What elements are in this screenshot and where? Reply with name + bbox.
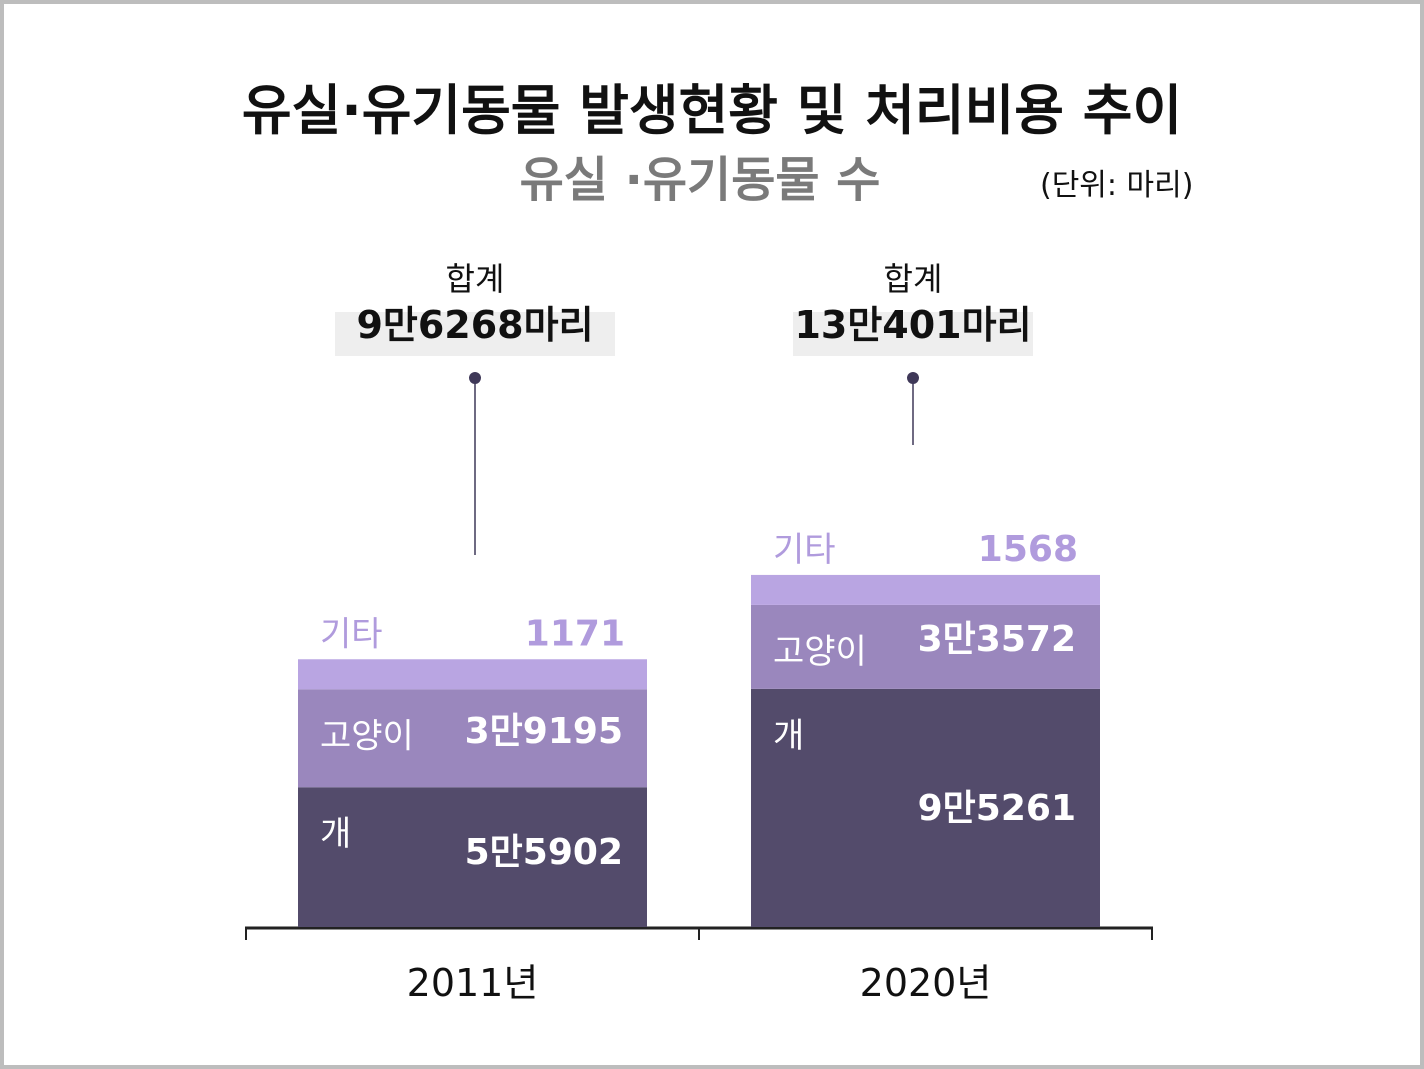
data-label-cat-0: 3만9195 xyxy=(465,711,623,752)
total-value-0: 9만6268마리 xyxy=(356,303,593,347)
total-box-1 xyxy=(793,312,1033,356)
data-label-cat-1: 3만3572 xyxy=(918,619,1076,660)
total-caption-1: 합계 xyxy=(884,260,943,298)
data-label-other-0: 1171 xyxy=(525,613,625,654)
series-label-cat-1: 고양이 xyxy=(773,632,867,672)
series-label-dog-0: 개 xyxy=(320,814,351,854)
data-label-dog-0: 5만5902 xyxy=(465,832,623,873)
bar-dog-0 xyxy=(298,787,647,927)
series-label-other-0: 기타 xyxy=(320,614,383,654)
total-value-1: 13만401마리 xyxy=(794,303,1031,347)
x-category-label-0: 2011년 xyxy=(407,961,539,1005)
chart-subtitle: 유실 ·유기동물 수 xyxy=(519,152,881,208)
series-label-cat-0: 고양이 xyxy=(320,716,414,756)
total-box-0 xyxy=(335,312,615,356)
series-label-other-1: 기타 xyxy=(773,530,836,570)
bar-dog-1 xyxy=(751,688,1100,927)
unit-label: (단위: 마리) xyxy=(1040,168,1194,203)
data-label-dog-1: 9만5261 xyxy=(918,788,1076,829)
chart-title: 유실·유기동물 발생현황 및 처리비용 추이 xyxy=(241,79,1183,142)
total-caption-0: 합계 xyxy=(446,260,505,298)
bar-cat-0 xyxy=(298,689,647,788)
series-label-dog-1: 개 xyxy=(773,716,804,756)
bar-cat-1 xyxy=(751,604,1100,689)
x-category-label-1: 2020년 xyxy=(860,961,992,1005)
bar-other-0 xyxy=(298,659,647,690)
data-label-other-1: 1568 xyxy=(978,529,1078,570)
bar-other-1 xyxy=(751,574,1100,605)
